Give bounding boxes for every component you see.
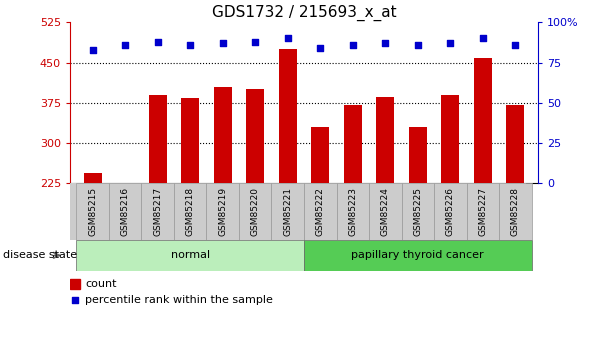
Point xyxy=(511,42,520,48)
Text: GSM85221: GSM85221 xyxy=(283,187,292,236)
Text: GSM85224: GSM85224 xyxy=(381,187,390,236)
Bar xyxy=(499,183,531,240)
Bar xyxy=(409,127,427,183)
Bar xyxy=(239,183,272,240)
Bar xyxy=(336,183,369,240)
Bar xyxy=(70,279,80,289)
Text: GSM85225: GSM85225 xyxy=(413,187,423,236)
Bar xyxy=(207,183,239,240)
Text: GSM85222: GSM85222 xyxy=(316,187,325,236)
Bar xyxy=(344,105,362,183)
Bar xyxy=(84,173,102,183)
Bar xyxy=(77,240,304,271)
Bar xyxy=(77,183,109,240)
Text: count: count xyxy=(85,279,117,289)
Point xyxy=(88,47,97,52)
Text: GSM85217: GSM85217 xyxy=(153,187,162,236)
Point xyxy=(316,45,325,51)
Point xyxy=(381,40,390,46)
Bar xyxy=(304,183,336,240)
Point xyxy=(70,297,80,303)
Bar xyxy=(434,183,466,240)
Point xyxy=(153,39,162,45)
Bar xyxy=(304,240,531,271)
Bar xyxy=(142,183,174,240)
Bar xyxy=(214,87,232,183)
Text: disease state: disease state xyxy=(3,250,77,260)
Point xyxy=(446,40,455,46)
Bar xyxy=(466,183,499,240)
Text: GSM85223: GSM85223 xyxy=(348,187,358,236)
Bar xyxy=(474,58,492,183)
Bar xyxy=(279,49,297,183)
Point xyxy=(120,42,130,48)
Text: GSM85227: GSM85227 xyxy=(478,187,487,236)
Bar xyxy=(174,183,207,240)
Text: papillary thyroid cancer: papillary thyroid cancer xyxy=(351,250,484,260)
Text: GSM85218: GSM85218 xyxy=(185,187,195,236)
Title: GDS1732 / 215693_x_at: GDS1732 / 215693_x_at xyxy=(212,5,396,21)
Point xyxy=(413,42,423,48)
Text: GSM85228: GSM85228 xyxy=(511,187,520,236)
Bar xyxy=(109,183,142,240)
Text: GSM85226: GSM85226 xyxy=(446,187,455,236)
Point xyxy=(250,39,260,45)
Bar xyxy=(149,95,167,183)
Point xyxy=(283,36,292,41)
Point xyxy=(218,40,227,46)
Text: percentile rank within the sample: percentile rank within the sample xyxy=(85,295,273,305)
Bar xyxy=(369,183,401,240)
Bar xyxy=(376,97,394,183)
Bar xyxy=(311,127,329,183)
Point xyxy=(478,36,488,41)
Text: GSM85215: GSM85215 xyxy=(88,187,97,236)
Bar xyxy=(401,183,434,240)
Bar xyxy=(246,89,264,183)
Bar xyxy=(181,98,199,183)
Bar xyxy=(441,95,459,183)
Text: GSM85219: GSM85219 xyxy=(218,187,227,236)
Text: GSM85216: GSM85216 xyxy=(121,187,130,236)
Bar xyxy=(272,183,304,240)
Text: normal: normal xyxy=(171,250,210,260)
Point xyxy=(185,42,195,48)
Text: GSM85220: GSM85220 xyxy=(250,187,260,236)
Point xyxy=(348,42,358,48)
Bar xyxy=(506,105,524,183)
